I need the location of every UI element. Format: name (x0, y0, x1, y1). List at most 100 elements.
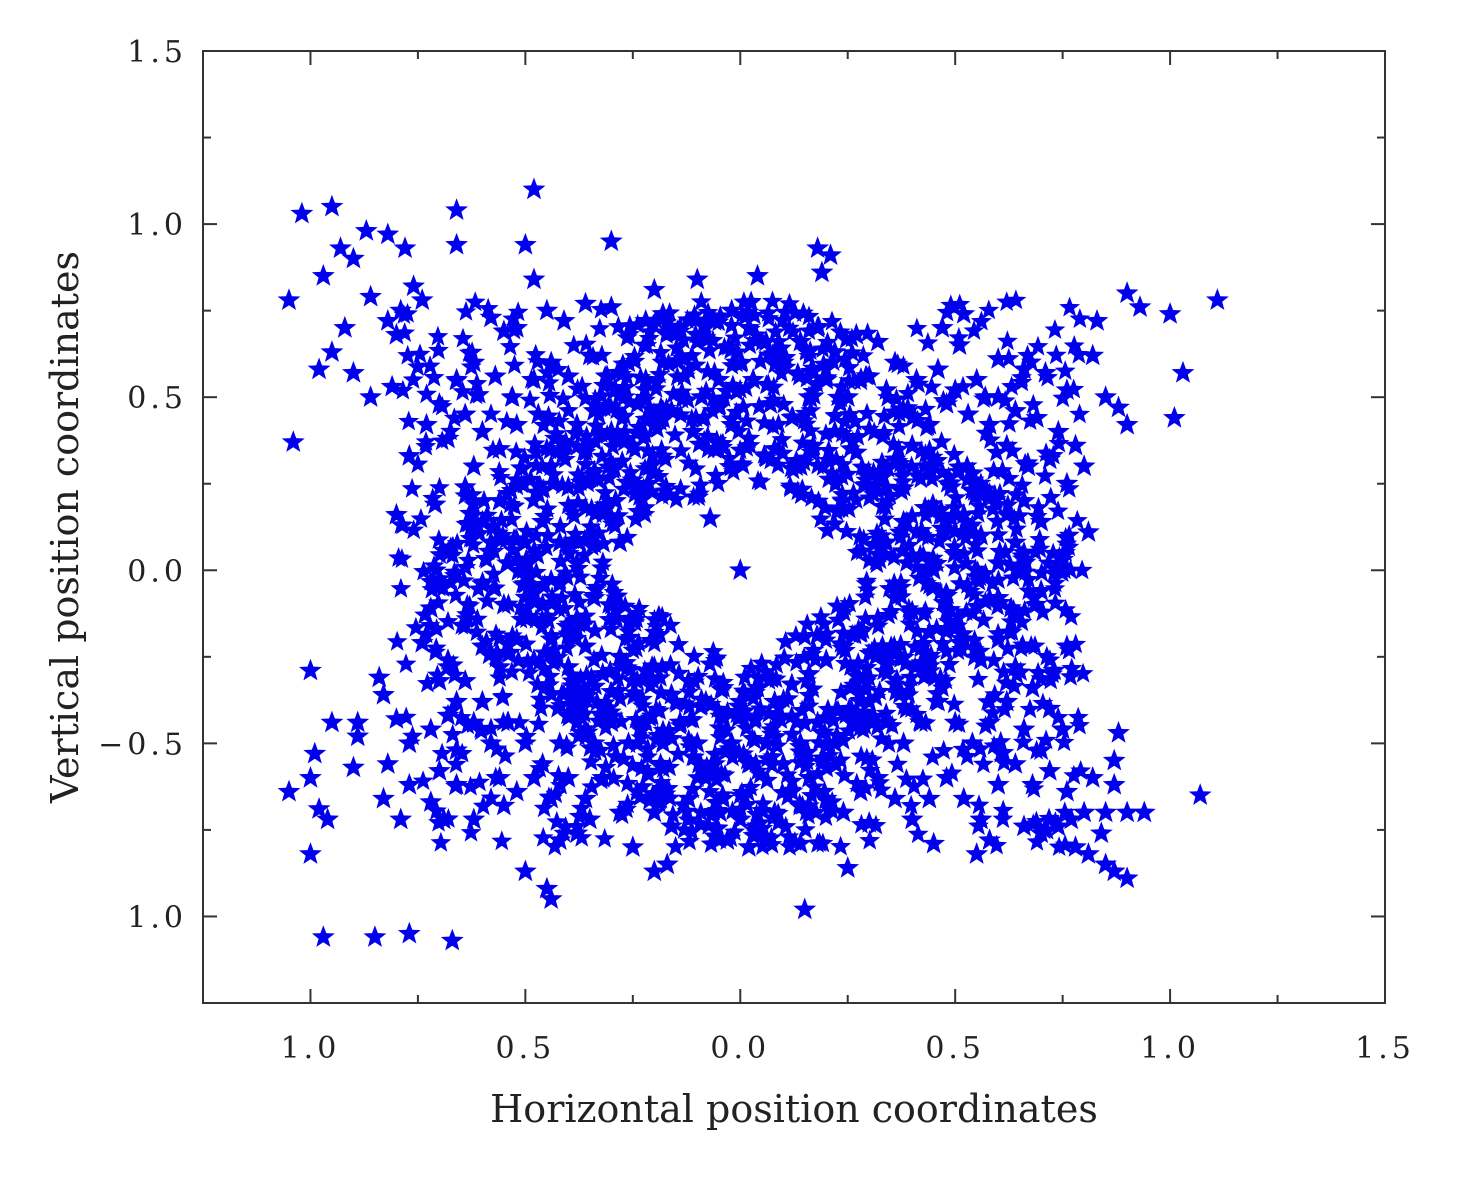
data-point (916, 644, 938, 665)
data-point (1081, 343, 1105, 366)
data-point (655, 448, 676, 469)
data-point (995, 502, 1019, 525)
data-point (419, 790, 443, 812)
data-point (887, 353, 909, 374)
data-point (802, 380, 824, 401)
data-point (873, 421, 895, 442)
data-point (478, 644, 500, 665)
data-point (800, 387, 822, 408)
data-point (740, 657, 762, 678)
data-point (776, 764, 798, 784)
data-point (755, 660, 777, 681)
data-point (685, 267, 709, 290)
data-point (415, 412, 438, 435)
data-point (825, 754, 847, 775)
data-point (982, 702, 1004, 722)
data-point (568, 805, 590, 826)
data-point (601, 513, 623, 533)
data-point (698, 814, 720, 835)
data-point (922, 577, 944, 597)
data-point (851, 456, 873, 477)
data-point (700, 833, 722, 853)
data-point (462, 350, 486, 373)
data-point (802, 678, 824, 698)
data-point (566, 435, 588, 456)
data-point (645, 309, 667, 330)
data-point (507, 548, 529, 569)
data-point (729, 439, 751, 460)
data-point (940, 598, 962, 619)
data-point (900, 433, 924, 456)
data-point (834, 596, 856, 616)
data-point (615, 471, 637, 492)
data-point (415, 623, 437, 644)
data-point (580, 750, 602, 771)
data-point (428, 759, 451, 781)
data-point (556, 655, 580, 677)
data-point (968, 794, 990, 815)
data-point (608, 679, 630, 700)
data-point (699, 339, 720, 360)
data-point (531, 455, 553, 476)
data-point (518, 564, 540, 585)
data-point (832, 453, 854, 474)
data-point (744, 304, 765, 325)
data-point (709, 394, 731, 415)
data-point (681, 344, 703, 365)
data-point (1044, 592, 1066, 613)
data-point (789, 831, 812, 854)
data-point (987, 595, 1008, 616)
data-point (866, 766, 890, 788)
data-point (445, 198, 468, 220)
data-point (1054, 360, 1076, 381)
data-point (739, 318, 761, 339)
data-point (645, 728, 667, 749)
data-point (724, 821, 746, 841)
data-point (1026, 830, 1048, 851)
data-point (507, 301, 529, 322)
data-point (855, 608, 876, 628)
data-point (634, 367, 658, 390)
data-point (713, 707, 735, 728)
data-point (526, 402, 550, 425)
data-point (525, 441, 547, 462)
data-point (706, 429, 728, 450)
data-point (731, 453, 753, 473)
data-point (875, 378, 898, 400)
data-point (821, 310, 843, 331)
data-point (533, 797, 555, 818)
data-point (535, 876, 559, 899)
data-point (887, 753, 908, 774)
data-point (569, 566, 591, 587)
data-point (986, 441, 1007, 462)
data-point (708, 716, 730, 737)
data-point (574, 786, 597, 809)
data-point (871, 451, 893, 472)
data-point (849, 689, 871, 710)
data-point (662, 383, 684, 404)
data-point (772, 442, 794, 463)
data-point (534, 573, 556, 594)
data-point (789, 795, 810, 816)
data-point (359, 284, 382, 307)
data-point (753, 411, 775, 432)
data-point (380, 374, 404, 397)
data-point (978, 486, 1000, 506)
data-point (773, 688, 794, 709)
data-point (911, 519, 933, 540)
data-point (746, 803, 767, 824)
data-point (483, 540, 505, 561)
data-point (797, 662, 821, 684)
data-point (715, 740, 736, 761)
data-point (426, 618, 447, 638)
data-point (1055, 378, 1079, 400)
data-point (950, 627, 971, 648)
data-point (422, 487, 444, 508)
data-point (525, 561, 547, 582)
data-point (979, 587, 1001, 608)
data-point (813, 707, 835, 727)
data-point (440, 536, 461, 557)
data-point (549, 515, 571, 536)
data-point (527, 350, 548, 371)
data-point (901, 455, 922, 476)
